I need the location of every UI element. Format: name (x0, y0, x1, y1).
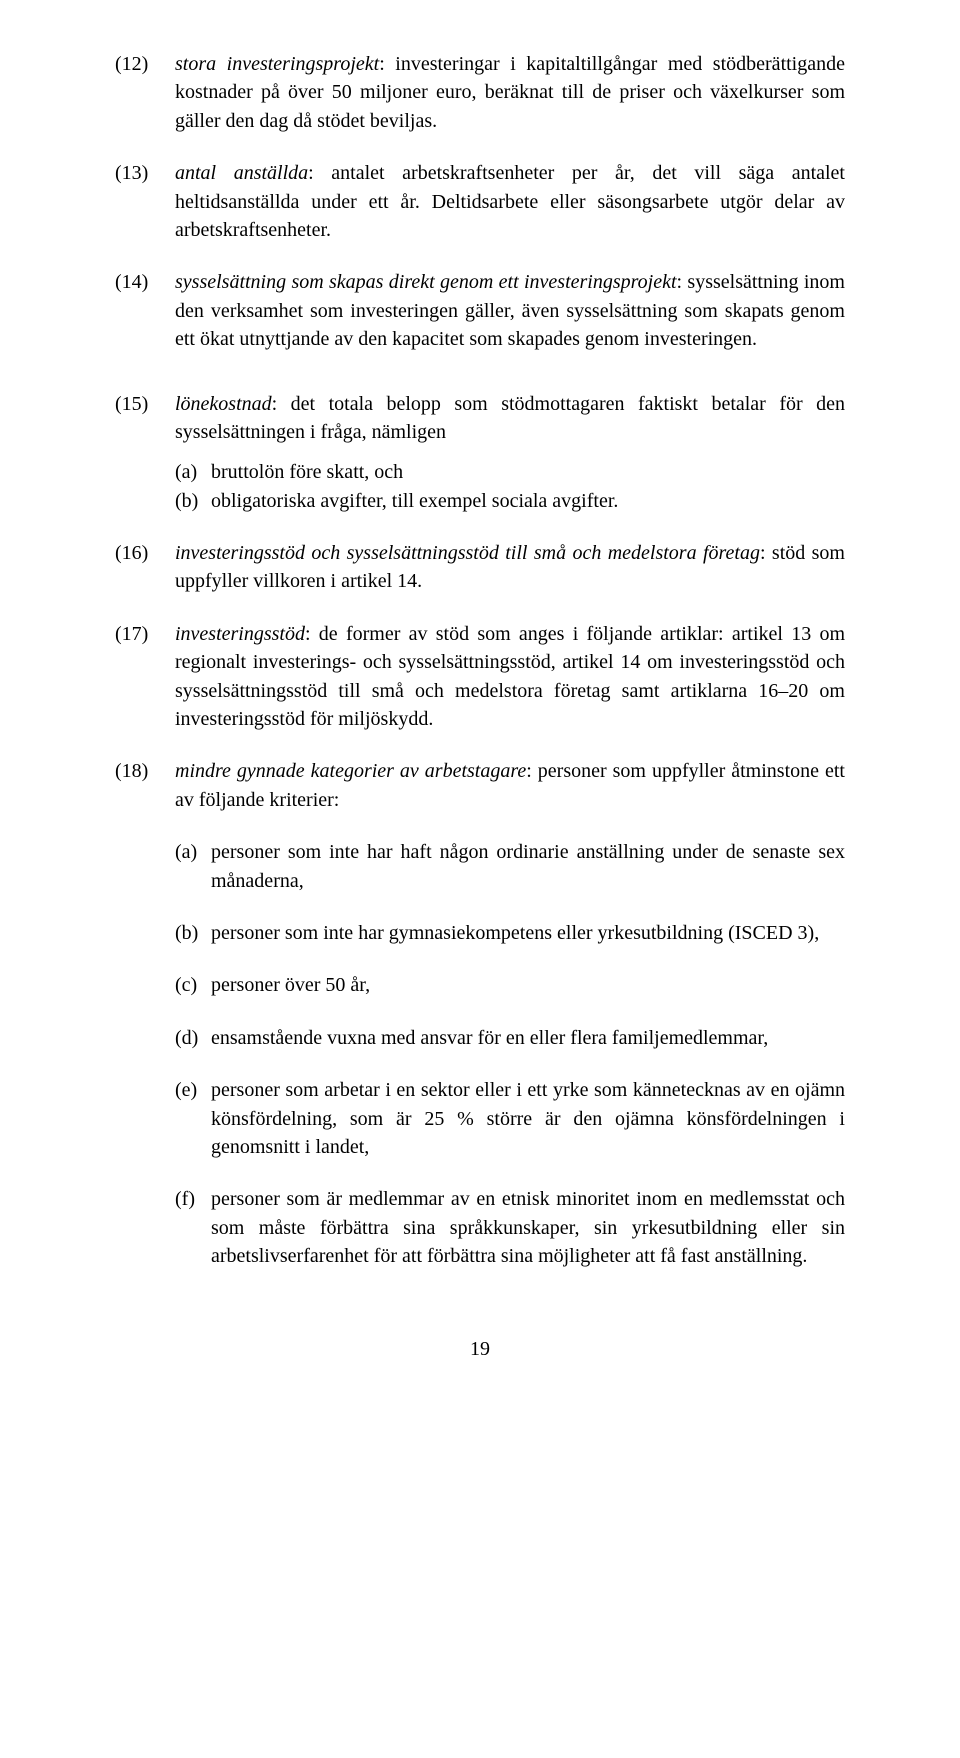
item-term: lönekostnad (175, 393, 272, 415)
item-term: investeringsstöd och sysselsättningsstöd… (175, 542, 760, 564)
item-body: sysselsättning som skapas direkt genom e… (175, 268, 845, 353)
sub-body: personer som arbetar i en sektor eller i… (211, 1076, 845, 1161)
item-number: (13) (115, 159, 175, 244)
definition-item: (17) investeringsstöd: de former av stöd… (115, 620, 845, 734)
sub-body: personer som inte har gymnasiekompetens … (211, 919, 845, 947)
item-rest: : det totala belopp som stödmottagaren f… (175, 393, 845, 443)
sublist: (a) bruttolön före skatt, och (b) obliga… (175, 458, 845, 515)
item-term: antal anställda (175, 162, 308, 184)
item-term: stora investeringsprojekt (175, 53, 379, 75)
item-number: (17) (115, 620, 175, 734)
sub-label: (a) (175, 458, 211, 486)
sub-label: (f) (175, 1185, 211, 1270)
sub-item: (c) personer över 50 år, (175, 971, 845, 999)
sub-label: (a) (175, 838, 211, 895)
sub-label: (d) (175, 1024, 211, 1052)
item-number: (18) (115, 757, 175, 1294)
definition-item: (18) mindre gynnade kategorier av arbets… (115, 757, 845, 1294)
item-number: (16) (115, 539, 175, 596)
item-term: sysselsättning som skapas direkt genom e… (175, 271, 677, 293)
item-term: investeringsstöd (175, 623, 305, 645)
sub-body: personer som är medlemmar av en etnisk m… (211, 1185, 845, 1270)
sub-item: (b) personer som inte har gymnasiekompet… (175, 919, 845, 947)
definition-item: (16) investeringsstöd och sysselsättning… (115, 539, 845, 596)
sub-item: (f) personer som är medlemmar av en etni… (175, 1185, 845, 1270)
sub-item: (e) personer som arbetar i en sektor ell… (175, 1076, 845, 1161)
definition-item: (13) antal anställda: antalet arbetskraf… (115, 159, 845, 244)
item-body: stora investeringsprojekt: investeringar… (175, 50, 845, 135)
item-term: mindre gynnade kategorier av arbetstagar… (175, 760, 526, 782)
item-body: investeringsstöd: de former av stöd som … (175, 620, 845, 734)
item-number: (12) (115, 50, 175, 135)
sub-label: (b) (175, 487, 211, 515)
definition-item: (12) stora investeringsprojekt: invester… (115, 50, 845, 135)
item-body: mindre gynnade kategorier av arbetstagar… (175, 757, 845, 1294)
sub-item: (a) bruttolön före skatt, och (175, 458, 845, 486)
sub-label: (c) (175, 971, 211, 999)
item-body: investeringsstöd och sysselsättningsstöd… (175, 539, 845, 596)
sub-body: obligatoriska avgifter, till exempel soc… (211, 487, 845, 515)
item-number: (15) (115, 390, 175, 516)
sublist: (a) personer som inte har haft någon ord… (175, 838, 845, 1270)
sub-item: (a) personer som inte har haft någon ord… (175, 838, 845, 895)
definition-item: (15) lönekostnad: det totala belopp som … (115, 390, 845, 516)
page-number: 19 (115, 1335, 845, 1363)
item-body: lönekostnad: det totala belopp som stödm… (175, 390, 845, 516)
item-number: (14) (115, 268, 175, 353)
sub-body: personer över 50 år, (211, 971, 845, 999)
sub-item: (d) ensamstående vuxna med ansvar för en… (175, 1024, 845, 1052)
sub-body: ensamstående vuxna med ansvar för en ell… (211, 1024, 845, 1052)
definition-item: (14) sysselsättning som skapas direkt ge… (115, 268, 845, 353)
sub-item: (b) obligatoriska avgifter, till exempel… (175, 487, 845, 515)
sub-body: personer som inte har haft någon ordinar… (211, 838, 845, 895)
sub-label: (e) (175, 1076, 211, 1161)
item-body: antal anställda: antalet arbetskraftsenh… (175, 159, 845, 244)
sub-label: (b) (175, 919, 211, 947)
sub-body: bruttolön före skatt, och (211, 458, 845, 486)
